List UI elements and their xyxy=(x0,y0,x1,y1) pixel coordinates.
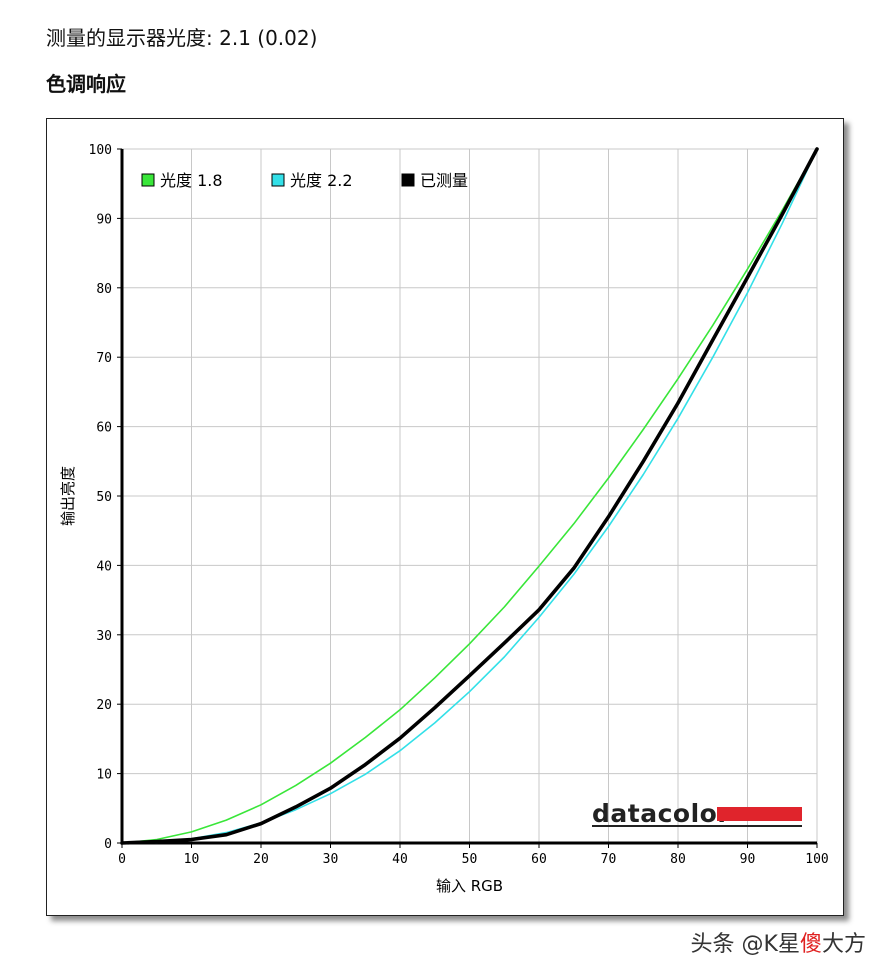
x-tick-label: 20 xyxy=(253,852,269,867)
y-tick-label: 60 xyxy=(96,421,112,436)
y-tick-label: 20 xyxy=(96,698,112,713)
y-tick-label: 90 xyxy=(96,212,112,227)
x-tick-label: 10 xyxy=(184,852,200,867)
legend-swatch xyxy=(401,173,415,187)
x-tick-label: 90 xyxy=(740,852,756,867)
x-tick-label: 50 xyxy=(462,852,478,867)
y-tick-label: 0 xyxy=(104,837,112,852)
section-title: 色调响应 xyxy=(46,72,126,96)
y-tick-label: 10 xyxy=(96,768,112,783)
y-tick-label: 80 xyxy=(96,282,112,297)
x-tick-label: 40 xyxy=(392,852,408,867)
tone-response-chart: 0 10 20 30 40 50 60 70 80 90 100 0 10 20 30 40 50 60 70 80 9… xyxy=(46,118,844,916)
x-tick-label: 70 xyxy=(601,852,617,867)
watermark-suffix: 大方 xyxy=(821,932,866,957)
measured-gamma-label: 测量的显示器光度: xyxy=(46,26,213,50)
y-tick-label: 100 xyxy=(89,143,112,158)
series-line-1 xyxy=(121,148,818,844)
x-tick-label: 0 xyxy=(118,852,126,867)
y-tick-label: 70 xyxy=(96,351,112,366)
y-tick-label: 40 xyxy=(96,559,112,574)
chart-canvas: 0 10 20 30 40 50 60 70 80 90 100 0 10 20 30 40 50 60 70 80 9… xyxy=(59,143,829,895)
y-axis-title: 输出亮度 xyxy=(59,466,77,526)
y-tick-label: 30 xyxy=(96,629,112,644)
x-tick-label: 30 xyxy=(323,852,339,867)
series-line-3 xyxy=(120,147,819,845)
watermark-accent: 傻 xyxy=(799,932,822,957)
x-tick-label: 100 xyxy=(805,852,828,867)
datacolor-logo-bar xyxy=(717,807,802,821)
y-tick-label: 50 xyxy=(96,490,112,505)
watermark: 头条 @K星傻大方 xyxy=(691,926,866,958)
x-tick-label: 60 xyxy=(531,852,547,867)
legend-label: 已测量 xyxy=(420,171,468,190)
x-tick-label: 80 xyxy=(670,852,686,867)
legend-label: 光度 1.8 xyxy=(160,171,223,190)
measured-gamma-line: 测量的显示器光度: 2.1 (0.02) xyxy=(46,22,317,51)
datacolor-logo-text: datacolor xyxy=(592,799,730,828)
measured-gamma-value: 2.1 (0.02) xyxy=(219,26,318,50)
legend-label: 光度 2.2 xyxy=(290,171,353,190)
legend-swatch xyxy=(141,173,155,187)
x-axis-title: 输入 RGB xyxy=(436,877,503,895)
watermark-prefix: 头条 @K星 xyxy=(690,932,800,957)
legend-swatch xyxy=(271,173,285,187)
